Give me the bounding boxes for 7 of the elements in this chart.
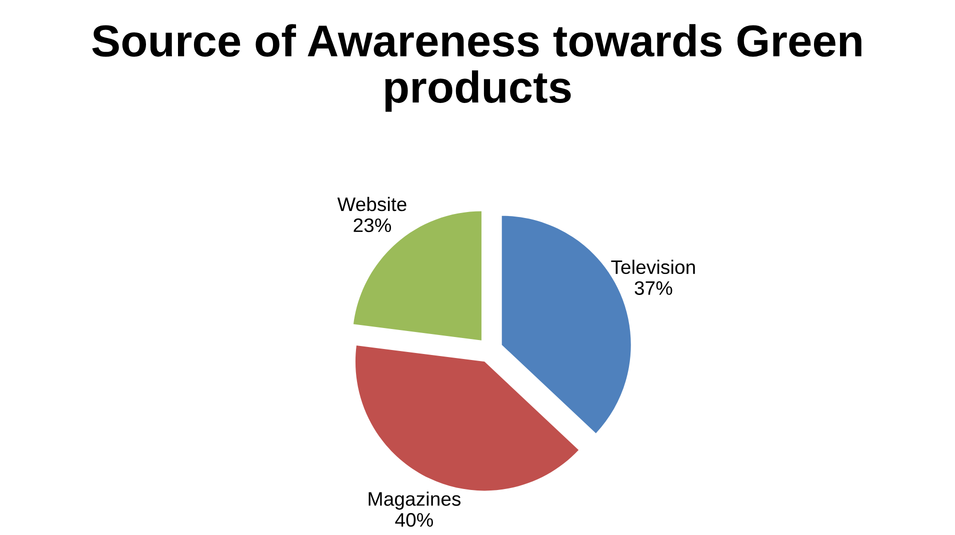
slice-label: Television: [611, 260, 695, 274]
slice-label: Website: [337, 196, 406, 212]
slice-label: Magazines: [368, 492, 460, 510]
data-label: 37%: [634, 281, 672, 295]
data-label: 40%: [395, 513, 433, 527]
data-label: 23%: [354, 218, 392, 232]
chart-title: Source of Awareness towards Green products: [92, 24, 862, 112]
